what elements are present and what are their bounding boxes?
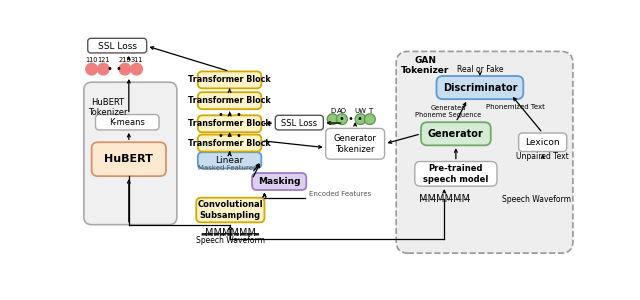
- Text: Real or Fake: Real or Fake: [457, 65, 503, 74]
- Text: Speech Waveform: Speech Waveform: [196, 236, 265, 245]
- Circle shape: [97, 63, 109, 75]
- Text: AO: AO: [337, 108, 347, 114]
- FancyBboxPatch shape: [518, 133, 566, 152]
- Text: Generated
Phoneme Sequence: Generated Phoneme Sequence: [415, 105, 481, 118]
- FancyBboxPatch shape: [252, 173, 307, 190]
- Text: • •: • •: [107, 64, 122, 74]
- Text: SSL Loss: SSL Loss: [98, 41, 137, 50]
- Text: Transformer Block: Transformer Block: [188, 139, 271, 148]
- FancyBboxPatch shape: [436, 76, 524, 99]
- Text: Convolutional
Subsampling: Convolutional Subsampling: [198, 200, 263, 220]
- Text: Discriminator: Discriminator: [443, 82, 517, 93]
- Text: 121: 121: [97, 57, 109, 63]
- FancyBboxPatch shape: [198, 71, 261, 88]
- FancyBboxPatch shape: [95, 115, 159, 130]
- Text: UW: UW: [355, 108, 367, 114]
- Text: Lexicon: Lexicon: [525, 138, 560, 147]
- FancyBboxPatch shape: [88, 38, 147, 53]
- Text: Linear: Linear: [216, 156, 244, 165]
- Text: Unpaired Text: Unpaired Text: [516, 152, 569, 161]
- Text: M̶M̶M̶M̶M̶M̶: M̶M̶M̶M̶M̶M̶: [419, 194, 470, 204]
- Text: D: D: [330, 108, 335, 114]
- Text: GAN
Tokenizer: GAN Tokenizer: [401, 56, 449, 75]
- Text: • • •: • • •: [218, 110, 241, 119]
- Text: Generator
Tokenizer: Generator Tokenizer: [333, 134, 376, 154]
- Circle shape: [364, 114, 375, 124]
- Text: • • •: • • •: [218, 131, 241, 141]
- Text: 311: 311: [131, 57, 143, 63]
- Text: K-means: K-means: [109, 118, 145, 127]
- Circle shape: [86, 63, 97, 75]
- Text: T: T: [368, 108, 372, 114]
- Circle shape: [327, 114, 338, 124]
- Text: Phonemized Text: Phonemized Text: [486, 104, 545, 110]
- FancyBboxPatch shape: [92, 142, 166, 176]
- Text: Generator: Generator: [428, 129, 484, 139]
- Text: Speech Waveform: Speech Waveform: [502, 195, 572, 204]
- FancyBboxPatch shape: [415, 161, 497, 186]
- Text: Transformer Block: Transformer Block: [188, 96, 271, 105]
- Text: Transformer Block: Transformer Block: [188, 75, 271, 84]
- Circle shape: [337, 114, 348, 124]
- Text: HuBERT
Tokenizer: HuBERT Tokenizer: [88, 98, 127, 117]
- Text: ▬▬▬▬▬▬▬▬▬: ▬▬▬▬▬▬▬▬▬: [200, 230, 260, 236]
- Text: M̶M̶M̶M̶M̶M̶: M̶M̶M̶M̶M̶M̶: [205, 228, 256, 238]
- Circle shape: [131, 63, 142, 75]
- FancyBboxPatch shape: [198, 115, 261, 132]
- Circle shape: [355, 114, 366, 124]
- FancyBboxPatch shape: [84, 82, 177, 225]
- Text: Masking: Masking: [258, 177, 300, 186]
- FancyBboxPatch shape: [421, 122, 491, 145]
- Text: 215: 215: [118, 57, 131, 63]
- Text: 110: 110: [85, 57, 98, 63]
- FancyBboxPatch shape: [198, 152, 261, 168]
- FancyBboxPatch shape: [198, 92, 261, 109]
- FancyBboxPatch shape: [326, 128, 385, 159]
- Circle shape: [119, 63, 131, 75]
- FancyBboxPatch shape: [275, 115, 323, 130]
- Text: Transformer Block: Transformer Block: [188, 119, 271, 128]
- Text: • • •: • • •: [339, 114, 363, 124]
- Text: Pre-trained
speech model: Pre-trained speech model: [423, 164, 488, 184]
- FancyBboxPatch shape: [396, 51, 573, 253]
- Text: HuBERT: HuBERT: [104, 154, 153, 164]
- Text: SSL Loss: SSL Loss: [281, 118, 317, 127]
- FancyBboxPatch shape: [198, 135, 261, 152]
- Text: Encoded Features: Encoded Features: [308, 191, 371, 197]
- FancyBboxPatch shape: [196, 198, 264, 222]
- Text: Masked Features: Masked Features: [198, 165, 257, 171]
